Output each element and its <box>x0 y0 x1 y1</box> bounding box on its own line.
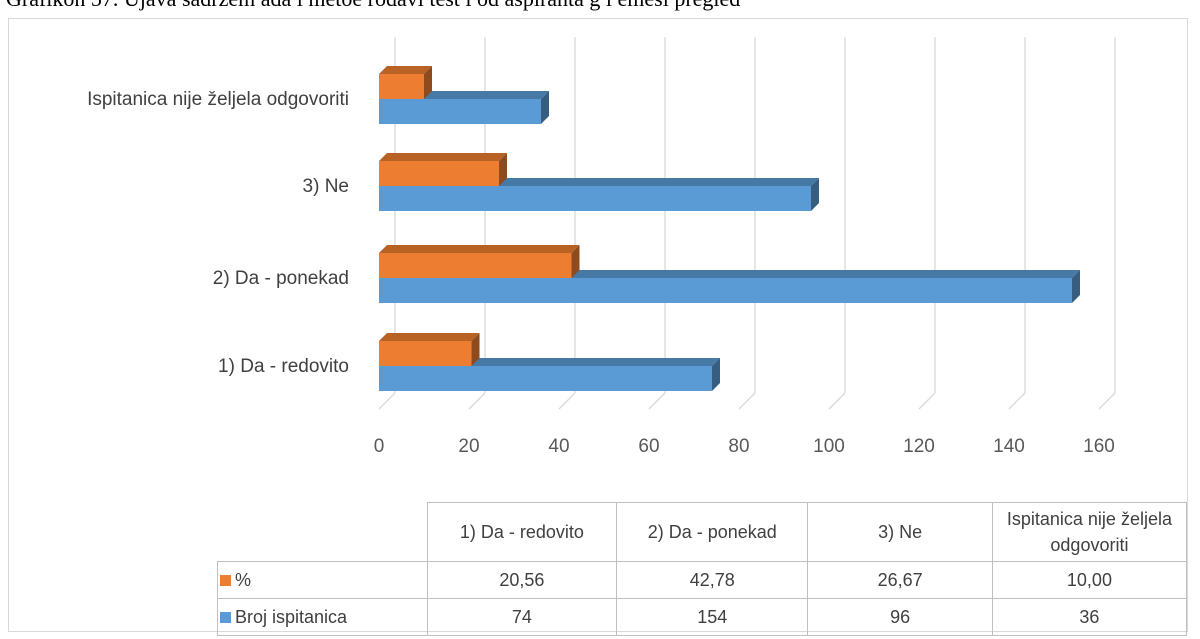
data-table-header-row: 1) Da - redovito 2) Da - ponekad 3) Ne I… <box>217 502 1188 562</box>
bar-percent <box>379 341 472 366</box>
bar-percent-side <box>499 153 508 186</box>
chart-plot: 0 20 40 60 80 100 120 140 160 1) Da - redovito 2) … <box>87 37 1116 457</box>
gridline-floor <box>1008 392 1026 410</box>
data-table-cell: 154 <box>616 598 809 636</box>
data-table-header-cell: Ispitanica nije željela odgovoriti <box>991 502 1188 562</box>
gridline-floor <box>918 392 936 410</box>
x-tick-label: 140 <box>993 436 1025 457</box>
data-table-cell: 42,78 <box>616 561 809 599</box>
gridline-floor <box>1098 392 1116 410</box>
x-tick-label: 0 <box>374 436 385 457</box>
data-table: 1) Da - redovito 2) Da - ponekad 3) Ne I… <box>217 502 1188 636</box>
bar-broj-ispitanica-side <box>712 358 720 391</box>
y-category-label: 3) Ne <box>303 176 349 197</box>
data-table-cell: 96 <box>807 598 993 636</box>
bar-broj-ispitanica <box>379 278 1072 303</box>
bar-broj-ispitanica-side <box>1072 270 1080 303</box>
legend-entry-count: Broj ispitanica <box>217 598 428 636</box>
bar-broj-ispitanica <box>379 99 541 124</box>
gridline-floor <box>378 392 396 410</box>
bar-percent-side <box>571 245 580 278</box>
bar-percent <box>379 253 572 278</box>
bar-percent-side <box>424 66 432 99</box>
data-table-row-percent: % 20,56 42,78 26,67 10,00 <box>217 561 1188 599</box>
x-tick-label: 20 <box>458 436 479 457</box>
bar-broj-ispitanica-side <box>541 91 549 124</box>
bar-percent-top <box>379 66 432 74</box>
x-tick-label: 100 <box>813 436 845 457</box>
legend-swatch-percent <box>220 574 231 586</box>
x-tick-label: 40 <box>548 436 569 457</box>
data-table-cell: 26,67 <box>807 561 993 599</box>
legend-swatch-count <box>220 611 231 623</box>
x-tick-label: 80 <box>728 436 749 457</box>
data-table-header-cell: 1) Da - redovito <box>426 502 618 562</box>
bar-percent-top <box>379 153 508 161</box>
x-tick-label: 160 <box>1083 436 1115 457</box>
bar-percent <box>379 74 424 99</box>
bar-percent <box>379 161 500 186</box>
bar-percent-top <box>379 333 480 341</box>
gridline-floor <box>648 392 666 410</box>
bar-broj-ispitanica <box>379 366 712 391</box>
data-table-cell: 10,00 <box>991 561 1188 599</box>
bar-broj-ispitanica-side <box>811 178 819 211</box>
chart-title-strip: Grafikon 57. Ujava sadržem ada i metoe r… <box>0 0 1200 16</box>
bar-percent-side <box>471 333 480 366</box>
x-tick-label: 120 <box>903 436 935 457</box>
legend-entry-percent: % <box>217 561 428 599</box>
data-table-corner <box>217 502 428 562</box>
gridline-floor <box>468 392 486 410</box>
legend-label: % <box>235 569 252 590</box>
y-category-label: Ispitanica nije željela odgovoriti <box>87 89 349 110</box>
legend-label: Broj ispitanica <box>235 606 348 627</box>
bar-percent-top <box>379 245 580 253</box>
gridline-floor <box>558 392 576 410</box>
data-table-row-count: Broj ispitanica 74 154 96 36 <box>217 598 1188 636</box>
y-category-label: 1) Da - redovito <box>218 356 349 377</box>
chart-area: 0 20 40 60 80 100 120 140 160 1) Da - redovito 2) … <box>8 18 1188 636</box>
gridline-floor <box>738 392 756 410</box>
bar-broj-ispitanica <box>379 186 811 211</box>
data-table-cell: 36 <box>991 598 1188 636</box>
data-table-header-cell: 2) Da - ponekad <box>616 502 809 562</box>
x-tick-label: 60 <box>638 436 659 457</box>
data-table-cell: 74 <box>426 598 618 636</box>
chart-title: Grafikon 57. Ujava sadržem ada i metoe r… <box>6 0 740 12</box>
y-category-label: 2) Da - ponekad <box>213 268 349 289</box>
data-table-cell: 20,56 <box>426 561 618 599</box>
data-table-header-cell: 3) Ne <box>807 502 993 562</box>
gridline-floor <box>828 392 846 410</box>
